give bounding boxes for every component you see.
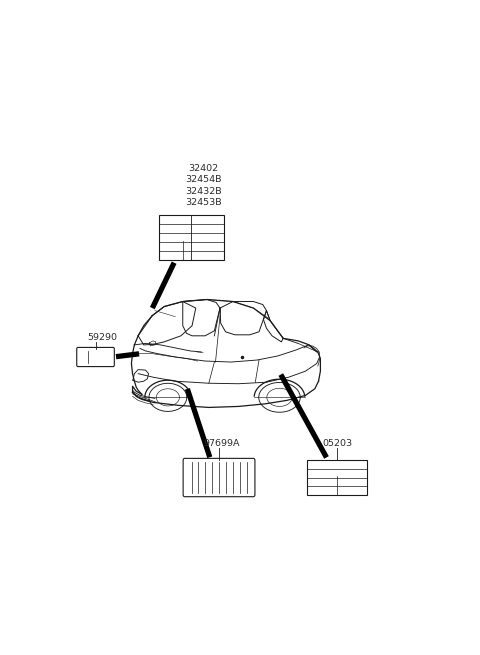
FancyBboxPatch shape — [77, 347, 114, 367]
Bar — [307, 460, 367, 495]
FancyBboxPatch shape — [183, 458, 255, 496]
Bar — [158, 215, 224, 260]
Text: 32402
32454B
32432B
32453B: 32402 32454B 32432B 32453B — [185, 164, 222, 207]
Text: 59290: 59290 — [88, 333, 118, 342]
Text: 97699A: 97699A — [204, 439, 240, 448]
Text: 05203: 05203 — [322, 439, 352, 448]
